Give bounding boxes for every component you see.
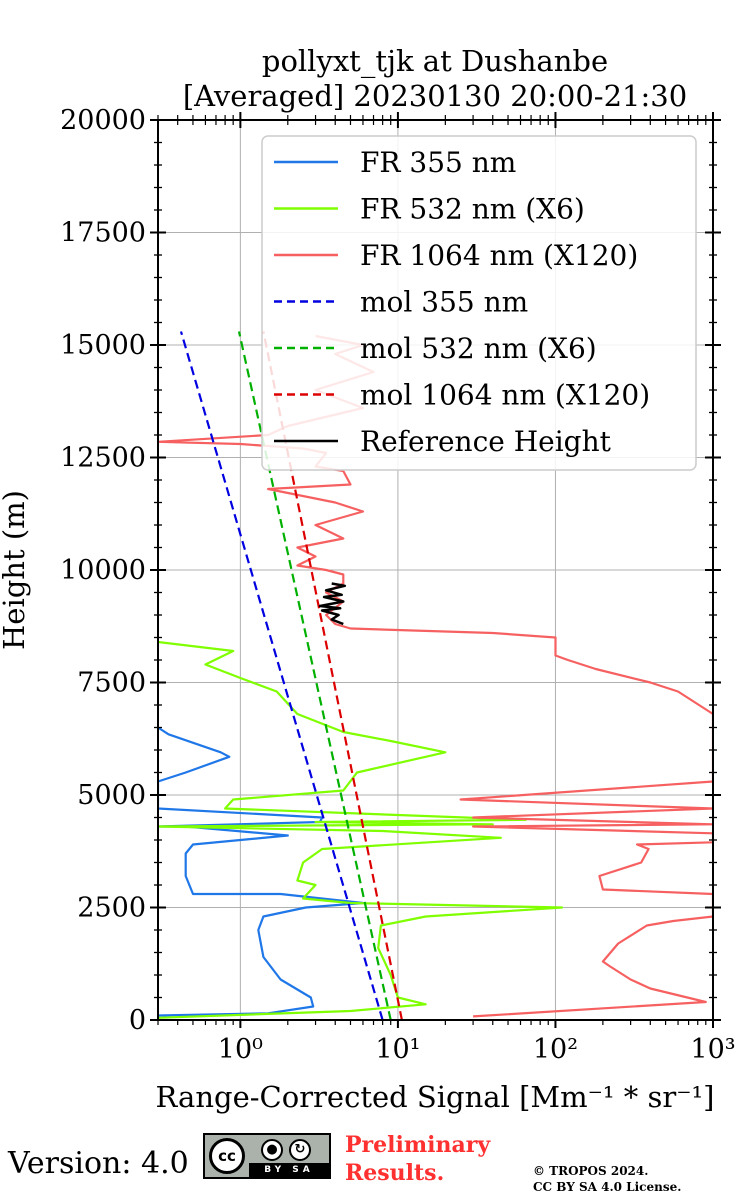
y-axis-label: Height (m) — [0, 490, 31, 650]
series-line-mol-532-nm-x6 — [237, 331, 392, 1020]
x-tick-label: 10² — [533, 1034, 578, 1065]
y-tick-label: 2500 — [77, 893, 146, 924]
version-label: Version: 4.0 — [8, 1146, 189, 1181]
y-tick-label: 15000 — [60, 330, 146, 361]
legend-label: mol 1064 nm (X120) — [360, 379, 650, 412]
y-tick-label: 10000 — [60, 555, 146, 586]
preliminary-line-2: Results. — [345, 1160, 445, 1186]
series-line-fr-532-nm-x6 — [158, 640, 564, 1019]
by-person-icon: ● — [261, 1139, 283, 1161]
y-tick-label: 5000 — [77, 780, 146, 811]
series-line-reference-height — [318, 582, 347, 626]
cc-icon: cc — [209, 1138, 245, 1174]
y-tick-label: 0 — [129, 1005, 146, 1036]
legend-label: FR 355 nm — [360, 146, 516, 179]
copyright-notice: © TROPOS 2024. CC BY SA 4.0 License. — [533, 1163, 681, 1195]
series-line-fr-355-nm — [158, 726, 365, 1017]
share-alike-icon: ↻ — [289, 1139, 311, 1161]
chart-title-line-1: pollyxt_tjk at Dushanbe — [262, 44, 608, 79]
copyright-line-1: © TROPOS 2024. — [533, 1164, 649, 1178]
y-tick-label: 7500 — [77, 668, 146, 699]
cc-license-badge: cc ● ↻ BY SA — [203, 1133, 331, 1179]
axes: 0 2500 5000 7500 10000 12500 15000 17500 20000 10… — [60, 105, 736, 1065]
series-line-mol-355-nm — [179, 331, 384, 1020]
series-line-mol-1064-nm-x120 — [262, 331, 403, 1020]
y-tick-label: 20000 — [60, 105, 146, 136]
legend-box — [261, 135, 697, 471]
series-group — [158, 331, 713, 1020]
legend-label: mol 355 nm — [360, 286, 528, 319]
legend: FR 355 nm FR 532 nm (X6) FR 1064 nm (X120)… — [261, 135, 697, 471]
legend-label: FR 1064 nm (X120) — [360, 239, 638, 272]
copyright-line-2: CC BY SA 4.0 License. — [533, 1180, 682, 1194]
y-tick-label: 17500 — [60, 218, 146, 249]
legend-label: FR 532 nm (X6) — [360, 193, 585, 226]
y-tick-label: 12500 — [60, 443, 146, 474]
preliminary-notice: Preliminary Results. — [345, 1131, 490, 1187]
x-tick-label: 10³ — [690, 1034, 735, 1065]
x-tick-label: 10¹ — [375, 1034, 420, 1065]
x-tick-label: 10⁰ — [218, 1034, 263, 1065]
legend-label: mol 532 nm (X6) — [360, 332, 597, 365]
x-axis-label: Range-Corrected Signal [Mm⁻¹ * sr⁻¹] — [156, 1080, 715, 1114]
preliminary-line-1: Preliminary — [345, 1132, 491, 1158]
license-strip: BY SA — [249, 1163, 329, 1177]
chart: pollyxt_tjk at Dushanbe [Averaged] 20230… — [0, 44, 736, 1114]
legend-label: Reference Height — [360, 425, 612, 458]
chart-title-line-2: [Averaged] 20230130 20:00-21:30 — [183, 79, 687, 113]
